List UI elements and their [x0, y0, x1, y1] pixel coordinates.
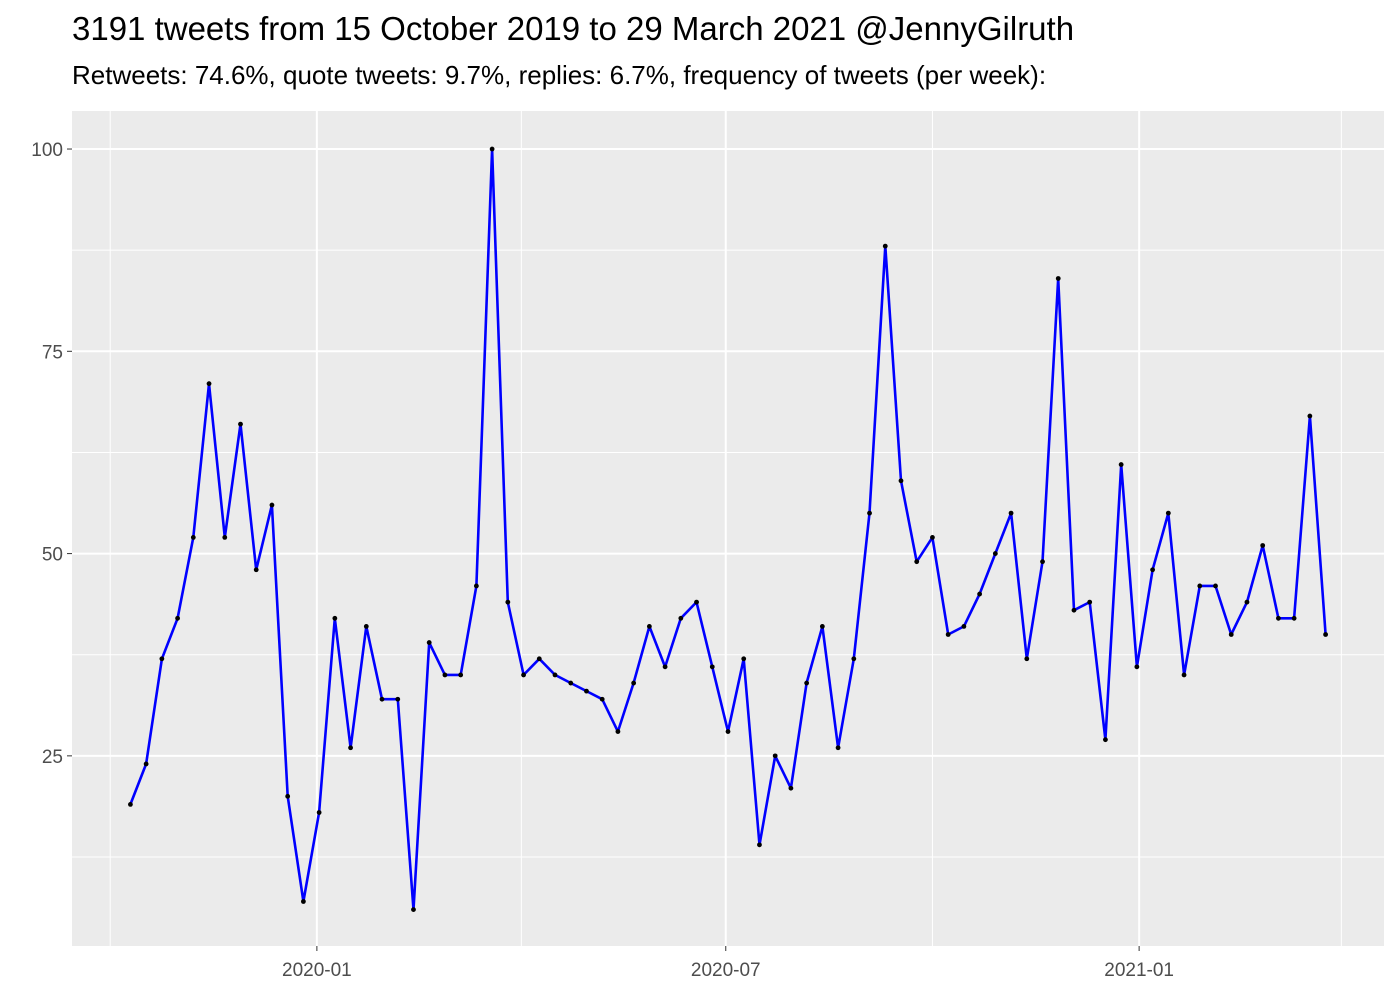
data-point	[1276, 615, 1281, 621]
data-point	[1103, 737, 1108, 743]
data-point	[741, 656, 747, 662]
data-point	[914, 559, 920, 565]
data-point	[253, 567, 259, 573]
data-point	[552, 672, 558, 678]
data-point	[977, 591, 983, 597]
data-point	[505, 599, 511, 605]
y-tick-label: 100	[31, 140, 63, 161]
data-point	[851, 656, 857, 662]
data-point	[521, 672, 526, 678]
data-point	[426, 640, 432, 645]
data-point	[379, 696, 385, 702]
data-point	[222, 535, 228, 540]
y-tick-label: 75	[42, 342, 63, 363]
data-point	[819, 624, 825, 629]
data-point	[1024, 656, 1030, 662]
x-tick-label: 2020-01	[282, 960, 352, 981]
data-point	[190, 535, 196, 540]
data-point	[536, 656, 542, 662]
data-point	[1055, 276, 1061, 281]
data-point	[285, 793, 291, 799]
y-tick-label: 50	[42, 545, 63, 566]
data-point	[489, 146, 495, 152]
data-point	[930, 535, 935, 540]
data-point	[992, 551, 998, 556]
data-point	[772, 753, 778, 759]
data-point	[1228, 632, 1234, 637]
data-point	[709, 664, 715, 670]
data-point	[395, 696, 401, 702]
data-point	[238, 421, 243, 427]
x-tick-label: 2020-07	[691, 960, 761, 981]
data-point	[646, 624, 652, 629]
data-point	[694, 599, 699, 605]
data-point	[175, 615, 180, 621]
data-point	[1197, 583, 1203, 589]
data-point	[631, 680, 637, 686]
data-point	[678, 615, 684, 621]
data-point	[206, 381, 212, 387]
data-point	[348, 745, 353, 751]
data-point	[442, 672, 448, 678]
data-point	[332, 615, 338, 621]
data-point	[599, 696, 605, 702]
data-point	[615, 729, 621, 734]
data-point	[1118, 462, 1124, 467]
data-point	[128, 802, 133, 807]
data-point	[1244, 599, 1250, 605]
x-tick-label: 2021-01	[1104, 960, 1174, 981]
data-point	[804, 680, 810, 686]
data-point	[458, 672, 464, 678]
plot-panel	[72, 111, 1384, 946]
data-point	[788, 785, 794, 791]
data-point	[867, 510, 872, 516]
data-point	[143, 761, 149, 767]
data-point	[1134, 664, 1140, 670]
chart-title: 3191 tweets from 15 October 2019 to 29 M…	[72, 10, 1075, 47]
data-point	[1165, 510, 1171, 516]
data-point	[725, 729, 731, 734]
data-point	[757, 842, 762, 848]
data-point	[1087, 599, 1093, 605]
data-point	[1291, 615, 1297, 621]
data-point	[945, 632, 951, 637]
data-point	[662, 664, 668, 670]
data-point	[1213, 583, 1218, 589]
data-point	[961, 624, 967, 629]
data-point	[568, 680, 574, 686]
data-point	[1008, 510, 1014, 516]
data-point	[363, 624, 369, 629]
data-point	[835, 745, 841, 751]
data-point	[269, 502, 275, 508]
data-point	[473, 583, 479, 589]
data-point	[1040, 559, 1045, 565]
data-point	[584, 688, 589, 694]
data-point	[1150, 567, 1156, 573]
data-point	[316, 810, 322, 815]
data-point	[300, 899, 306, 904]
data-point	[159, 656, 165, 662]
data-point	[1323, 632, 1328, 637]
data-point	[882, 243, 888, 249]
y-tick-label: 25	[42, 747, 63, 768]
data-point	[1260, 543, 1266, 548]
data-point	[1181, 672, 1187, 678]
data-point	[1307, 413, 1313, 419]
data-point	[411, 907, 416, 912]
data-point	[898, 478, 904, 484]
chart-subtitle: Retweets: 74.6%, quote tweets: 9.7%, rep…	[72, 60, 1047, 90]
data-point	[1071, 607, 1077, 613]
